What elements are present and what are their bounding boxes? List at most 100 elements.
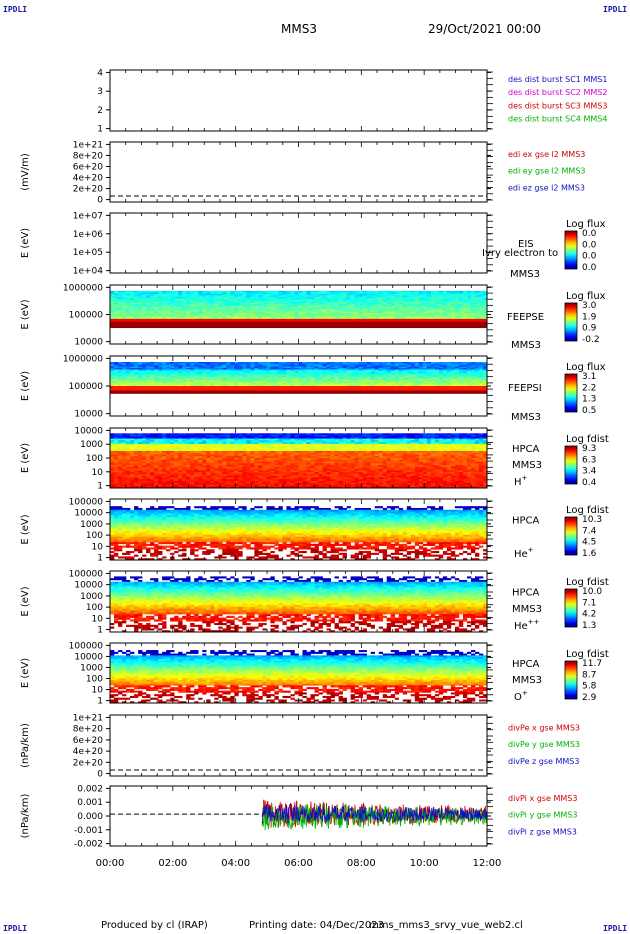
spectrogram-cell: [334, 392, 339, 394]
spectrogram-cell: [274, 301, 279, 303]
spectrogram-cell: [398, 292, 404, 295]
spectrogram-cell: [266, 304, 271, 306]
spectrogram-cell: [298, 326, 303, 329]
spectrogram-cell: [430, 305, 436, 308]
spectrogram-cell: [334, 304, 339, 306]
y-axis-label-2: E (eV): [20, 228, 31, 258]
spectrogram-cell: [342, 308, 347, 311]
spectrogram-cell: [114, 435, 119, 438]
spectrogram-cell: [330, 299, 335, 302]
spectrogram-cell: [190, 436, 195, 439]
spectrogram-cell: [190, 392, 195, 394]
spectrogram-cell: [202, 435, 207, 438]
spectrogram-cell: [370, 326, 376, 329]
spectrogram-cell: [258, 295, 263, 298]
spectrogram-cell: [206, 301, 211, 303]
spectrogram-cell: [182, 293, 187, 296]
x-axis-2: [109, 213, 488, 273]
spectrogram-cell: [190, 302, 195, 305]
spectrogram-cell: [150, 298, 155, 301]
spectrogram-cell: [414, 301, 420, 303]
spectrogram-cell: [426, 299, 432, 302]
spectrogram-cell: [246, 307, 251, 309]
spectrogram-cell: [226, 290, 231, 293]
spectrogram-cell: [386, 290, 392, 293]
spectrogram-cell: [454, 305, 460, 308]
spectrogram-cell: [242, 304, 247, 306]
spectrogram-cell: [310, 392, 315, 394]
spectrogram-cell: [398, 435, 404, 438]
spectrogram-cell: [286, 296, 291, 299]
spectrogram-cell: [462, 304, 468, 306]
spectrogram-cell: [446, 392, 452, 394]
spectrogram-cell: [190, 305, 195, 308]
spectrogram-cell: [342, 295, 347, 298]
spectrogram-cell: [478, 307, 484, 309]
spectrogram-cell: [286, 308, 291, 311]
spectrogram-cell: [390, 307, 396, 309]
spectrogram-cell: [354, 292, 359, 295]
spectrogram-cell: [374, 304, 380, 306]
spectrogram-cell: [146, 307, 151, 309]
spectrogram-cell: [266, 299, 271, 302]
legend-entry: des dist burst SC3 MMS3: [508, 101, 607, 110]
spectrogram-cell: [246, 295, 251, 298]
spectrogram-cell: [214, 293, 219, 296]
spectrogram-cell: [222, 307, 227, 309]
spectrogram-cell: [278, 326, 283, 329]
spectrogram-cell: [222, 305, 227, 308]
spectrogram-cell: [386, 296, 392, 299]
spectrogram-cell: [182, 433, 187, 436]
spectrogram-cell: [110, 298, 115, 301]
spectrogram-cell: [194, 301, 199, 303]
colorbar-tick-label: 3.1: [582, 372, 596, 382]
spectrogram-cell: [110, 305, 115, 308]
spectrogram-cell: [390, 301, 396, 303]
spectrogram-cell: [150, 296, 155, 299]
spectrogram-cell: [186, 299, 191, 302]
spectrogram-cell: [382, 326, 388, 329]
spectrogram-cell: [334, 433, 339, 436]
spectrogram-cell: [446, 296, 452, 299]
spectrogram-cell: [282, 298, 287, 301]
spectrogram-cell: [370, 299, 376, 302]
spectrogram-cell: [254, 293, 259, 296]
spectrogram-cell: [242, 307, 247, 309]
spectrogram-cell: [210, 307, 215, 309]
spectrogram-cell: [302, 302, 307, 305]
spectrogram-cell: [362, 293, 367, 296]
spectrogram-cell: [386, 308, 392, 311]
spectrogram-cell: [406, 326, 412, 329]
spectrogram-cell: [190, 299, 195, 302]
spectrogram-cell: [462, 433, 468, 436]
spectrogram-cell: [114, 298, 119, 301]
spectrogram-cell: [314, 301, 319, 303]
spectrogram-cell: [270, 392, 275, 394]
spectrogram-cell: [254, 302, 259, 305]
spectrogram-cell: [178, 293, 183, 296]
spectrogram-cell: [362, 296, 367, 299]
spectrogram-cell: [470, 392, 476, 394]
spectrogram-cell: [402, 302, 408, 305]
spectrogram-cell: [426, 326, 432, 329]
spectrogram-cell: [418, 435, 424, 438]
spectrogram-cell: [418, 302, 424, 305]
spectrogram-cell: [118, 293, 123, 296]
spectrogram-cell: [378, 296, 384, 299]
spectrogram-cell: [306, 296, 311, 299]
spectrogram-cell: [286, 295, 291, 298]
spectrogram-cell: [446, 292, 452, 295]
spectrogram-cell: [438, 292, 444, 295]
spectrogram-cell: [366, 292, 371, 295]
spectrogram-cell: [250, 293, 255, 296]
spectrogram-cell: [458, 433, 464, 436]
spectrogram-cell: [238, 304, 243, 306]
spectrogram-cell: [114, 295, 119, 298]
spectrogram-cell: [242, 392, 247, 394]
spectrogram-cell: [270, 296, 275, 299]
spectrogram-cell: [290, 292, 295, 295]
overlay-label: Ivry electron to: [482, 248, 558, 259]
spectrogram-cell: [246, 299, 251, 302]
spectrogram-cell: [306, 307, 311, 309]
spectrogram-cell: [394, 301, 400, 303]
